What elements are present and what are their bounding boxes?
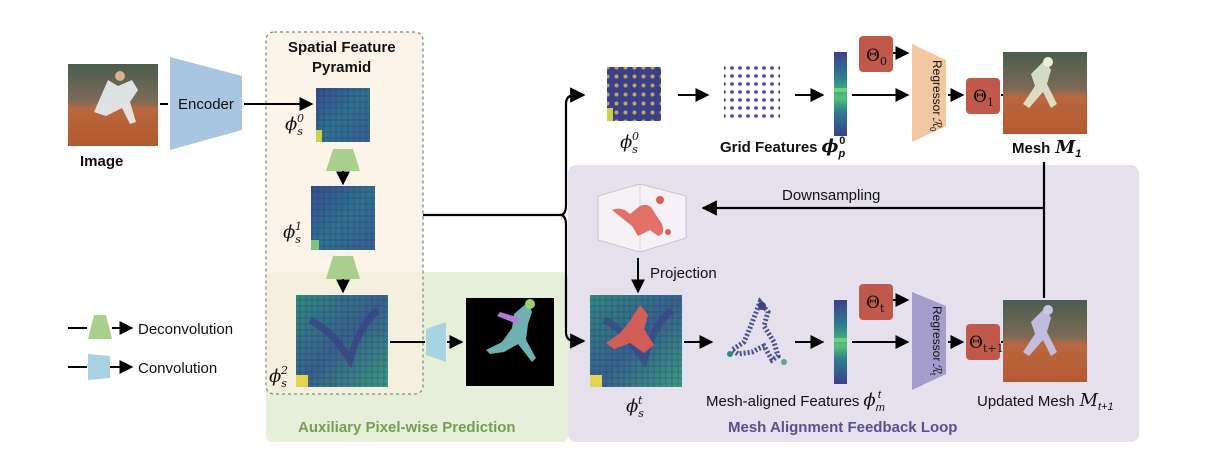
legend-deconv-icon <box>88 315 112 339</box>
feature-map-s0 <box>316 88 370 142</box>
aux-prediction-title: Auxiliary Pixel-wise Prediction <box>298 419 516 436</box>
legend-deconvolution-label: Deconvolution <box>138 321 233 338</box>
mesh-m1-label: Mesh M1 <box>1012 137 1081 160</box>
mesh-aligned-label: Mesh-aligned Features ϕmt <box>706 389 885 414</box>
feature-map-s1 <box>311 186 375 250</box>
top-feature-map <box>607 67 661 121</box>
downsampling-label: Downsampling <box>782 187 880 204</box>
feature-map-st <box>590 295 682 387</box>
theta1-label: Θ1 <box>973 87 994 109</box>
deconvolution-block-2 <box>326 256 360 279</box>
encoder-block <box>170 57 242 150</box>
theta-t-box <box>859 284 893 320</box>
regressor-rt-label: Regressorℛt <box>928 306 944 376</box>
projection-label: Projection <box>650 265 717 282</box>
regressor-r0-label: Regressorℛ0 <box>928 60 944 132</box>
theta-t-label: Θt <box>866 293 885 315</box>
top-phi-s0-label: ϕs0 <box>620 130 639 156</box>
grid-features-points <box>724 66 780 122</box>
phi-st-label: ϕst <box>626 394 644 420</box>
theta0-box <box>859 36 893 72</box>
dense-correspondence-output <box>466 298 554 386</box>
feature-map-s2 <box>296 295 388 387</box>
mesh-m1-image <box>1003 52 1087 134</box>
theta-t1-box <box>966 324 1000 360</box>
pyramid-title-line1: Spatial Feature <box>288 39 396 56</box>
theta1-box <box>966 78 1000 114</box>
grid-feature-vector <box>834 52 847 136</box>
3d-mesh-point-cloud <box>597 183 687 253</box>
mesh-aligned-vector <box>834 300 847 384</box>
branch-down <box>559 213 586 349</box>
updated-mesh-image <box>1003 300 1087 382</box>
legend-conv-icon <box>88 354 110 380</box>
image-label: Image <box>80 153 123 170</box>
theta-t1-label: Θt+1 <box>969 333 1004 355</box>
legend-convolution-label: Convolution <box>138 360 217 377</box>
regressor-r0 <box>912 44 946 142</box>
updated-mesh-label: Updated Mesh Mt+1 <box>977 390 1114 413</box>
phi-s0-label: ϕs0 <box>285 112 304 138</box>
deconvolution-block-1 <box>326 149 360 171</box>
encoder-label: Encoder <box>178 96 234 113</box>
input-image <box>68 64 158 146</box>
aux-convolution-block <box>426 322 446 362</box>
grid-features-label: Grid Features ϕp0 <box>720 135 845 160</box>
theta0-label: Θ0 <box>866 46 887 68</box>
branch-up <box>559 87 586 217</box>
regressor-rt <box>912 292 946 390</box>
mesh-aligned-points <box>727 297 787 365</box>
phi-s2-label: ϕs2 <box>269 364 288 390</box>
mesh-alignment-loop-region <box>568 165 1139 442</box>
mesh-loop-title: Mesh Alignment Feedback Loop <box>728 419 957 436</box>
phi-s1-label: ϕs1 <box>283 220 302 246</box>
pyramid-title-line2: Pyramid <box>312 59 371 76</box>
